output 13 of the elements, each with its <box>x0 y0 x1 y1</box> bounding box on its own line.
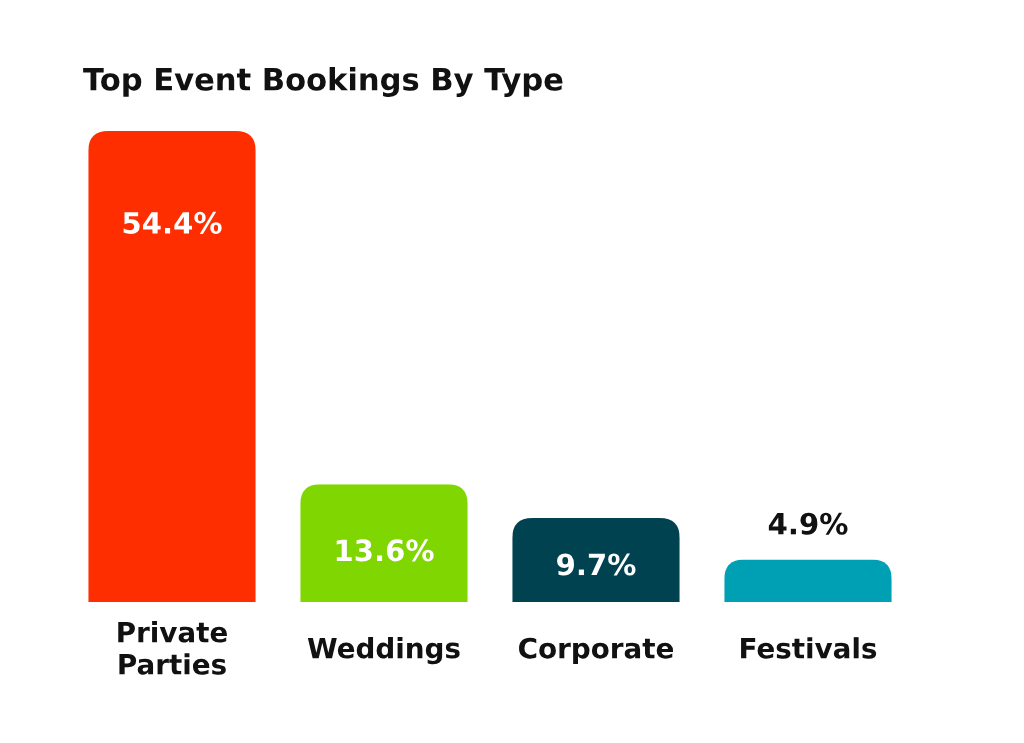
data-label: 13.6% <box>336 539 434 562</box>
bar <box>724 559 892 602</box>
chart-title: Top Event Bookings By Type <box>83 67 563 97</box>
data-label: 54.4% <box>123 211 222 234</box>
bar <box>512 518 680 602</box>
data-label: 4.9% <box>768 512 848 535</box>
x-tick-label: Festivals <box>741 637 877 659</box>
bar <box>300 484 468 602</box>
x-tick-label: Private Parties <box>118 621 227 675</box>
bar <box>88 131 256 602</box>
x-tick-label: Corporate <box>519 637 674 665</box>
data-label: 9.7% <box>557 553 636 576</box>
x-tick-label: Weddings <box>307 637 460 665</box>
